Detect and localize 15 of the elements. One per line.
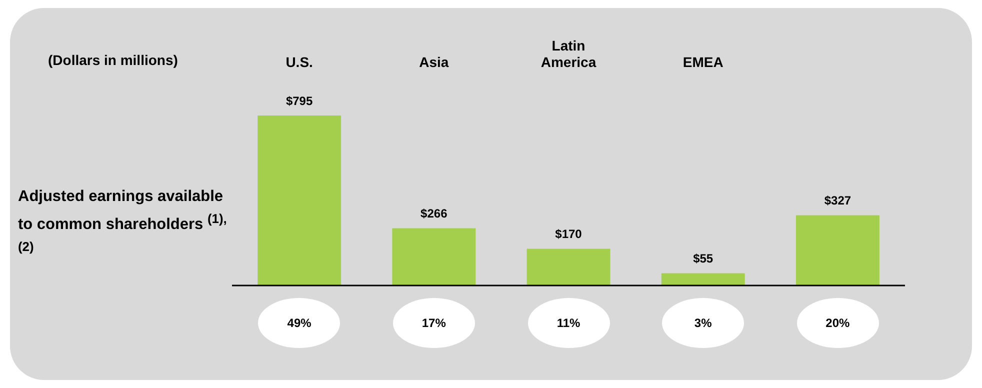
text: (Dollars in millions) xyxy=(48,52,178,68)
x-tick-label: Asia xyxy=(419,54,449,70)
x-tick-label: Latin America xyxy=(540,37,596,70)
bar xyxy=(392,228,476,285)
bar xyxy=(796,215,880,285)
data-label: $266 xyxy=(420,206,448,221)
data-label: $327 xyxy=(824,194,852,208)
data-label: $55 xyxy=(693,252,714,266)
bar xyxy=(526,248,610,285)
data-label: $170 xyxy=(555,227,582,242)
x-tick-label: EMEA xyxy=(682,54,724,70)
bar xyxy=(661,273,745,285)
x-tick-label: U.S. xyxy=(286,54,313,70)
data-label: $795 xyxy=(286,94,313,108)
bar xyxy=(258,116,342,285)
